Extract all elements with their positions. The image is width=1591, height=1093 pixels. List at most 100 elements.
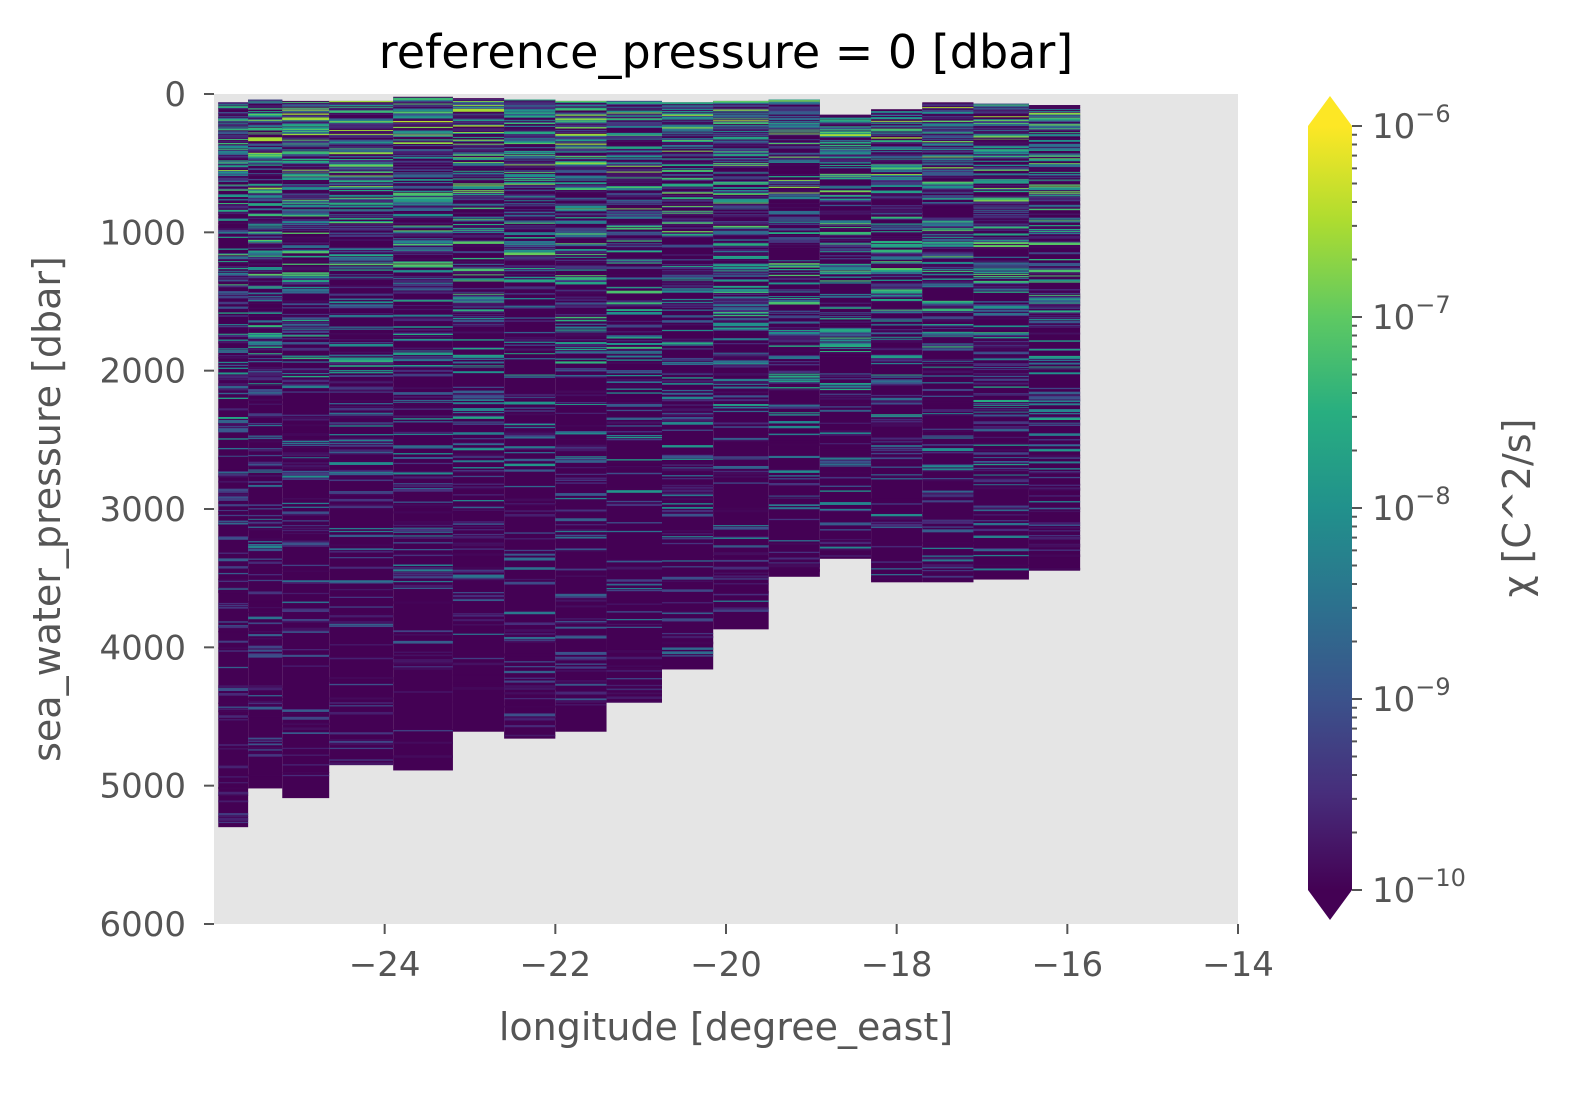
profile-stripe [973,124,1029,127]
profile-stripe [393,651,453,653]
profile-stripe [393,111,453,113]
profile-stripe [248,298,283,301]
profile-stripe [922,157,974,159]
profile-stripe [922,217,974,221]
profile-stripe [218,185,249,187]
profile-stripe [922,335,974,337]
profile-stripe [1028,203,1081,206]
profile-stripe [555,123,607,125]
profile-stripe [606,668,662,670]
profile-stripe [248,185,283,188]
profile-stripe [452,158,505,161]
profile-stripe [1028,107,1081,109]
profile-stripe [452,119,505,121]
profile-stripe [768,221,820,223]
profile-stripe [1028,163,1081,165]
profile-stripe [768,174,820,176]
profile-stripe [393,250,453,253]
profile-stripe [973,306,1029,309]
profile-stripe [871,561,923,563]
profile-stripe [871,212,923,215]
profile-stripe [555,259,607,262]
profile-stripe [871,134,923,136]
profile-stripe [768,186,820,188]
profile-stripe [1028,332,1081,335]
profile-stripe [393,527,453,529]
profile-stripe [329,220,394,223]
profile-stripe [662,509,714,513]
profile-stripe [819,239,872,241]
profile-stripe [555,107,607,109]
profile-stripe [819,395,872,397]
profile-stripe [504,200,556,202]
profile-stripe [922,108,974,110]
profile-stripe [606,152,662,154]
profile-stripe [768,143,820,145]
profile-stripe [555,155,607,157]
profile-stripe [452,316,505,318]
profile-stripe [819,192,872,194]
profile-stripe [555,159,607,162]
profile-stripe [504,129,556,133]
profile-stripe [555,575,607,578]
profile-stripe [662,324,714,326]
profile-stripe [248,368,283,371]
profile-stripe [606,101,662,104]
profile-stripe [819,337,872,339]
profile-stripe [555,118,607,121]
profile-stripe [393,305,453,309]
profile-stripe [662,160,714,162]
profile-stripe [768,470,820,473]
profile-stripe [282,259,330,263]
profile-stripe [452,521,505,523]
profile-stripe [282,630,330,632]
profile-stripe [218,142,249,145]
profile-stripe [504,141,556,143]
profile-stripe [248,124,283,127]
profile-stripe [504,498,556,502]
profile-stripe [504,348,556,351]
profile-stripe [922,273,974,276]
profile-stripe [1028,262,1081,266]
profile-stripe [662,142,714,145]
profile-stripe [973,301,1029,303]
profile-stripe [504,393,556,397]
profile-stripe [973,347,1029,351]
profile-stripe [504,405,556,407]
profile-stripe [713,246,769,248]
profile-stripe [606,618,662,621]
profile-stripe [329,286,394,289]
profile-stripe [393,123,453,126]
profile-stripe [1028,144,1081,147]
profile-stripe [329,606,394,608]
profile-stripe [218,558,249,562]
profile-stripe [504,713,556,717]
profile-stripe [393,691,453,693]
profile-stripe [329,548,394,551]
profile-stripe [871,474,923,477]
profile-stripe [452,163,505,166]
profile-stripe [713,526,769,530]
profile-stripe [713,304,769,307]
profile-stripe [606,374,662,377]
profile-stripe [248,221,283,223]
profile-stripe [819,378,872,380]
profile-stripe [282,263,330,265]
profile-stripe [393,208,453,212]
profile-stripe [555,114,607,116]
profile-stripe [282,257,330,260]
profile-stripe [973,224,1029,227]
profile-stripe [606,689,662,691]
profile-stripe [393,661,453,663]
profile-stripe [973,181,1029,184]
profile-stripe [452,411,505,414]
profile-stripe [606,384,662,388]
profile-stripe [768,551,820,554]
profile-stripe [504,215,556,218]
profile-stripe [1028,454,1081,456]
profile-stripe [973,153,1029,155]
profile-stripe [662,145,714,148]
profile-stripe [248,463,283,467]
profile-stripe [973,469,1029,472]
profile-stripe [218,266,249,269]
